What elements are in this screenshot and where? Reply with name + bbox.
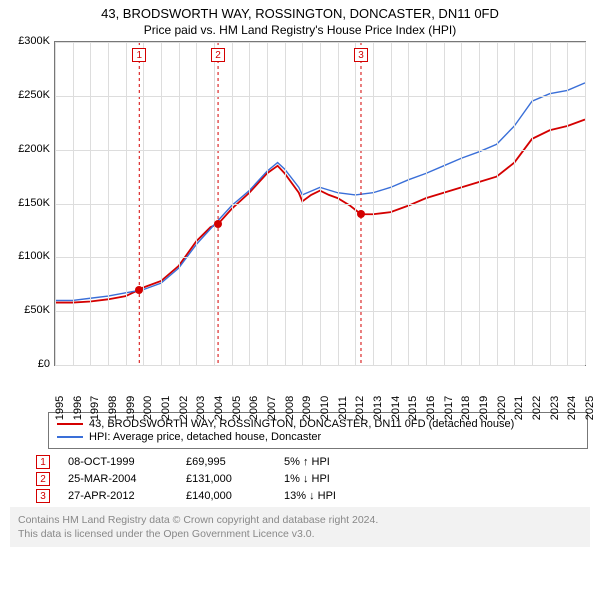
- x-tick-label: 2009: [301, 396, 313, 420]
- sale-row: 2 25-MAR-2004 £131,000 1% ↓ HPI: [36, 472, 588, 486]
- y-tick-label: £0: [38, 358, 50, 370]
- x-tick-label: 2011: [337, 396, 349, 420]
- x-tick-label: 2010: [319, 396, 331, 420]
- x-tick-label: 2004: [213, 396, 225, 420]
- legend-label-hpi: HPI: Average price, detached house, Donc…: [89, 431, 321, 443]
- x-tick-label: 2006: [248, 396, 260, 420]
- x-tick-label: 2013: [372, 396, 384, 420]
- x-tick-label: 2003: [195, 396, 207, 420]
- footer-line2: This data is licensed under the Open Gov…: [18, 527, 582, 541]
- sale-marker-box-3: 3: [354, 48, 368, 62]
- sale-row-delta: 5% ↑ HPI: [284, 456, 384, 468]
- x-tick-label: 2015: [407, 396, 419, 420]
- x-tick-label: 1999: [125, 396, 137, 420]
- legend-swatch-property: [57, 423, 83, 425]
- chart-area: £0£50K£100K£150K£200K£250K£300K 123 1995…: [8, 41, 592, 406]
- x-tick-label: 1996: [72, 396, 84, 420]
- sale-row: 1 08-OCT-1999 £69,995 5% ↑ HPI: [36, 455, 588, 469]
- sale-row-delta: 13% ↓ HPI: [284, 490, 384, 502]
- x-tick-label: 2022: [531, 396, 543, 420]
- sale-row-box: 1: [36, 455, 50, 469]
- x-tick-label: 2023: [549, 396, 561, 420]
- sales-table: 1 08-OCT-1999 £69,995 5% ↑ HPI 2 25-MAR-2004 £…: [36, 455, 588, 503]
- sale-marker-box-2: 2: [211, 48, 225, 62]
- x-tick-label: 2020: [496, 396, 508, 420]
- x-tick-label: 1997: [89, 396, 101, 420]
- footer-line1: Contains HM Land Registry data © Crown c…: [18, 513, 582, 527]
- x-tick-label: 2024: [566, 396, 578, 420]
- sale-row-date: 08-OCT-1999: [68, 456, 168, 468]
- sale-row-box: 2: [36, 472, 50, 486]
- sale-row-date: 25-MAR-2004: [68, 473, 168, 485]
- plot-region: 1 2 3: [54, 41, 586, 366]
- y-tick-label: £300K: [18, 35, 50, 47]
- x-tick-label: 2014: [390, 396, 402, 420]
- chart-title: 43, BRODSWORTH WAY, ROSSINGTON, DONCASTE…: [0, 6, 600, 21]
- legend-swatch-hpi: [57, 436, 83, 438]
- x-tick-label: 2012: [354, 396, 366, 420]
- chart-subtitle: Price paid vs. HM Land Registry's House …: [0, 23, 600, 37]
- sale-row-price: £69,995: [186, 456, 266, 468]
- sale-row-box: 3: [36, 489, 50, 503]
- sale-dot-3: [357, 210, 365, 218]
- x-tick-label: 2016: [425, 396, 437, 420]
- sale-dot-1: [135, 286, 143, 294]
- legend-row-hpi: HPI: Average price, detached house, Donc…: [57, 431, 579, 443]
- footer: Contains HM Land Registry data © Crown c…: [10, 507, 590, 547]
- sale-row: 3 27-APR-2012 £140,000 13% ↓ HPI: [36, 489, 588, 503]
- y-tick-label: £150K: [18, 197, 50, 209]
- sale-row-price: £140,000: [186, 490, 266, 502]
- x-tick-label: 2007: [266, 396, 278, 420]
- y-tick-label: £200K: [18, 143, 50, 155]
- y-tick-label: £250K: [18, 89, 50, 101]
- x-tick-label: 1998: [107, 396, 119, 420]
- sale-marker-box-1: 1: [132, 48, 146, 62]
- x-tick-label: 2002: [178, 396, 190, 420]
- x-tick-label: 2000: [142, 396, 154, 420]
- x-tick-label: 1995: [54, 396, 66, 420]
- x-tick-label: 2021: [513, 396, 525, 420]
- y-tick-label: £50K: [24, 304, 50, 316]
- x-tick-label: 2008: [284, 396, 296, 420]
- y-tick-label: £100K: [18, 250, 50, 262]
- y-axis-labels: £0£50K£100K£150K£200K£250K£300K: [8, 41, 54, 366]
- x-tick-label: 2019: [478, 396, 490, 420]
- sale-row-date: 27-APR-2012: [68, 490, 168, 502]
- x-tick-label: 2017: [443, 396, 455, 420]
- sale-row-delta: 1% ↓ HPI: [284, 473, 384, 485]
- x-tick-label: 2025: [584, 396, 596, 420]
- sale-dot-2: [214, 220, 222, 228]
- x-tick-label: 2001: [160, 396, 172, 420]
- x-axis-labels: 1995199619971998199920002001200220032004…: [54, 366, 586, 406]
- x-tick-label: 2018: [460, 396, 472, 420]
- sale-row-price: £131,000: [186, 473, 266, 485]
- x-tick-label: 2005: [231, 396, 243, 420]
